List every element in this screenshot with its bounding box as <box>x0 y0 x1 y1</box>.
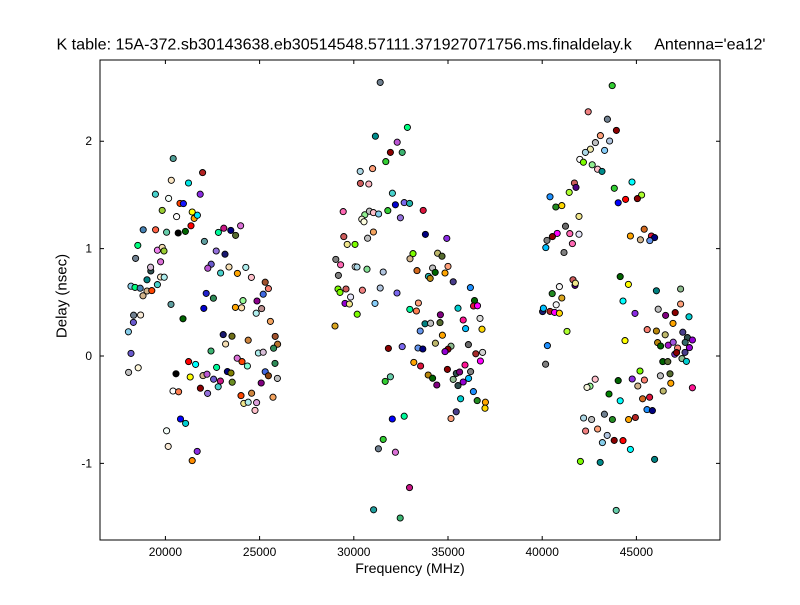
svg-text:K table: 15A-372.sb30143638.eb: K table: 15A-372.sb30143638.eb30514548.5… <box>56 36 765 54</box>
svg-text:35000: 35000 <box>431 545 465 559</box>
svg-text:2: 2 <box>85 134 92 148</box>
svg-text:0: 0 <box>85 349 92 363</box>
svg-text:40000: 40000 <box>526 545 560 559</box>
svg-text:30000: 30000 <box>337 545 371 559</box>
svg-text:20000: 20000 <box>149 545 183 559</box>
svg-text:Frequency (MHz): Frequency (MHz) <box>355 561 465 577</box>
svg-text:1: 1 <box>85 242 92 256</box>
svg-text:Delay (nsec): Delay (nsec) <box>54 254 71 338</box>
svg-text:45000: 45000 <box>620 545 654 559</box>
svg-text:25000: 25000 <box>243 545 277 559</box>
svg-text:-1: -1 <box>81 456 92 470</box>
